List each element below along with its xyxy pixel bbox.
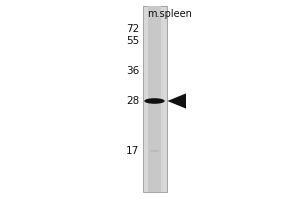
Text: m.spleen: m.spleen: [147, 9, 192, 19]
Text: 72: 72: [126, 24, 140, 34]
Ellipse shape: [150, 150, 159, 152]
Text: 55: 55: [126, 36, 140, 46]
Text: 28: 28: [126, 96, 140, 106]
Bar: [148, 6, 161, 192]
Bar: [142, 6, 167, 192]
Polygon shape: [167, 93, 186, 109]
Text: 36: 36: [126, 66, 140, 76]
Ellipse shape: [144, 98, 165, 104]
Text: 17: 17: [126, 146, 140, 156]
